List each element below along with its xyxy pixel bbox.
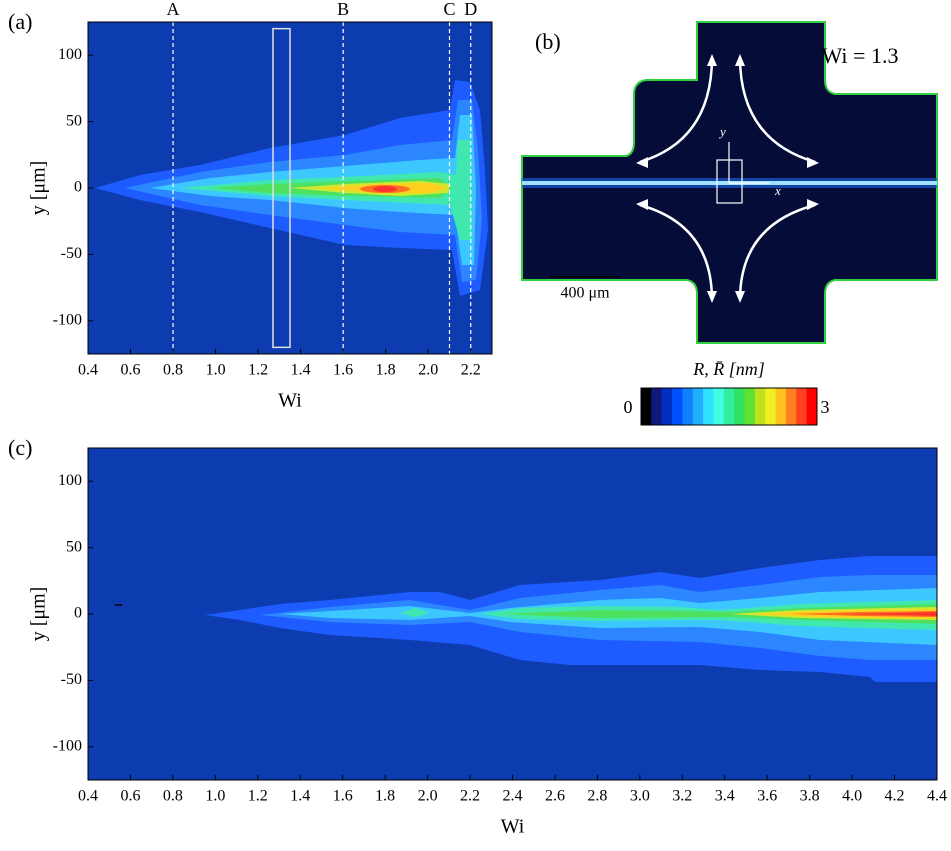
x-tick-label: 1.2 bbox=[248, 788, 268, 805]
x-axis-label: Wi bbox=[501, 816, 525, 838]
axis-y-label: y bbox=[718, 124, 726, 139]
highlight-box bbox=[272, 27, 291, 349]
y-tick-label: 0 bbox=[74, 605, 82, 622]
colorbar-max: 3 bbox=[821, 397, 830, 417]
contour-a bbox=[95, 80, 488, 296]
x-tick-label: 1.2 bbox=[248, 362, 268, 379]
y-tick-label: 0 bbox=[74, 179, 82, 196]
x-tick-label: 4.2 bbox=[885, 788, 905, 805]
x-tick-label: 2.6 bbox=[545, 788, 565, 805]
y-tick-label: -50 bbox=[61, 245, 82, 262]
x-tick-label: 1.0 bbox=[205, 788, 225, 805]
colorbar-min: 0 bbox=[624, 397, 633, 417]
marker-label: B bbox=[337, 0, 349, 19]
x-tick-label: 2.0 bbox=[418, 788, 438, 805]
colorbar-frame bbox=[640, 387, 818, 426]
colorbar-swatch bbox=[796, 388, 808, 425]
colorbar-swatch bbox=[723, 388, 735, 425]
colorbar-swatch bbox=[734, 388, 746, 425]
colorbar-swatch bbox=[651, 388, 663, 425]
y-axis-label: y [μm] bbox=[28, 587, 50, 642]
x-tick-label: 0.4 bbox=[78, 788, 98, 805]
x-tick-label: 3.0 bbox=[630, 788, 650, 805]
panel-label: (c) bbox=[8, 435, 32, 460]
x-tick-label: 1.6 bbox=[333, 362, 353, 379]
x-tick-label: 1.6 bbox=[333, 788, 353, 805]
x-tick-label: 1.0 bbox=[206, 362, 226, 379]
colorbar-swatch bbox=[713, 388, 725, 425]
x-tick-label: 4.4 bbox=[927, 788, 947, 805]
x-tick-label: 0.6 bbox=[120, 788, 140, 805]
panel-label: (b) bbox=[535, 29, 561, 54]
colorbar-swatch bbox=[661, 388, 673, 425]
colorbar-swatch bbox=[672, 388, 683, 425]
panel-label: (a) bbox=[8, 9, 32, 34]
colorbar-swatch bbox=[744, 388, 756, 425]
x-tick-label: 0.8 bbox=[163, 362, 183, 379]
x-tick-label: 2.2 bbox=[460, 788, 480, 805]
colorbar-swatch bbox=[806, 388, 818, 425]
y-tick-label: 100 bbox=[58, 472, 82, 489]
y-axis-label: y [μm] bbox=[28, 161, 50, 216]
colorbar-label: R, R̄ [nm] bbox=[692, 359, 765, 379]
x-tick-label: 2.2 bbox=[461, 362, 481, 379]
x-tick-label: 3.2 bbox=[672, 788, 692, 805]
x-tick-label: 3.6 bbox=[757, 788, 777, 805]
colorbar-swatch bbox=[765, 388, 777, 425]
marker-label: A bbox=[167, 0, 180, 19]
annotation: Wi = 1.3 bbox=[822, 43, 899, 68]
y-tick-label: 100 bbox=[58, 46, 82, 63]
y-tick-label: -50 bbox=[61, 671, 82, 688]
axis-x-label: x bbox=[774, 183, 781, 198]
x-tick-label: 1.8 bbox=[375, 788, 395, 805]
x-tick-label: 0.4 bbox=[78, 362, 98, 379]
x-tick-label: 1.8 bbox=[376, 362, 396, 379]
x-tick-label: 1.4 bbox=[291, 362, 311, 379]
colorbar-swatch bbox=[641, 388, 652, 425]
colorbar-swatch bbox=[785, 388, 797, 425]
x-tick-label: 1.4 bbox=[290, 788, 310, 805]
scale-bar-label: 400 μm bbox=[560, 285, 610, 302]
x-tick-label: 3.8 bbox=[800, 788, 820, 805]
colorbar-swatch bbox=[703, 388, 714, 425]
colorbar-swatch bbox=[775, 388, 787, 425]
x-tick-label: 2.0 bbox=[418, 362, 438, 379]
y-tick-label: -100 bbox=[53, 311, 82, 328]
x-tick-label: 2.8 bbox=[587, 788, 607, 805]
x-tick-label: 4.0 bbox=[842, 788, 862, 805]
marker-label: D bbox=[464, 0, 477, 19]
y-tick-label: -100 bbox=[53, 737, 82, 754]
marker-label: C bbox=[443, 0, 455, 19]
y-tick-label: 50 bbox=[66, 538, 82, 555]
x-tick-label: 2.4 bbox=[503, 788, 523, 805]
x-tick-label: 0.8 bbox=[163, 788, 183, 805]
micrograph bbox=[521, 21, 938, 344]
colorbar-swatch bbox=[692, 388, 704, 425]
y-tick-label: 50 bbox=[66, 112, 82, 129]
colorbar-swatch bbox=[754, 388, 766, 425]
x-axis-label: Wi bbox=[278, 390, 302, 412]
x-tick-label: 3.4 bbox=[715, 788, 735, 805]
x-tick-label: 0.6 bbox=[121, 362, 141, 379]
contour-c bbox=[115, 556, 937, 682]
colorbar-swatch bbox=[682, 388, 694, 425]
